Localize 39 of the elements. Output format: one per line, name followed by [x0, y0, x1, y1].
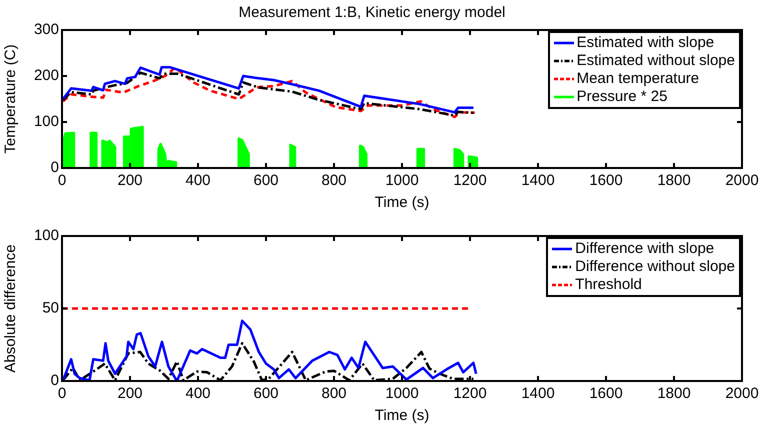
legend-label: Mean temperature	[576, 70, 700, 88]
legend-label: Threshold	[575, 276, 642, 294]
legend-label: Pressure * 25	[576, 88, 668, 106]
x-tick-label: 1800	[657, 385, 691, 402]
legend-label: Difference without slope	[575, 258, 735, 276]
y-tick-label: 0	[50, 372, 59, 390]
y-axis-title: Temperature (C)	[2, 44, 20, 154]
x-tick-label: 600	[253, 172, 279, 190]
legend-label: Estimated with slope	[576, 34, 714, 52]
x-tick-label: 1200	[453, 385, 487, 402]
y-tick-label: 200	[34, 67, 59, 84]
y-tick-label: 50	[42, 300, 59, 317]
x-tick-label: 400	[185, 172, 211, 190]
x-tick-label: 1600	[589, 385, 623, 402]
chart-title: Measurement 1:B, Kinetic energy model	[238, 4, 506, 22]
x-tick-label: 600	[253, 385, 279, 402]
x-tick-label: 1400	[521, 172, 555, 190]
x-tick-label: 1800	[657, 172, 691, 190]
x-tick-label: 400	[185, 385, 211, 402]
y-axis-title: Absolute difference	[2, 244, 20, 373]
x-tick-label: 2000	[725, 385, 759, 402]
x-tick-label: 1000	[385, 172, 419, 190]
x-tick-label: 1600	[589, 172, 623, 190]
x-tick-label: 1200	[453, 172, 487, 190]
x-axis-title: Time (s)	[374, 407, 430, 424]
legend-label: Estimated without slope	[576, 52, 735, 70]
x-tick-label: 1000	[385, 385, 419, 402]
y-tick-label: 100	[34, 227, 59, 244]
x-tick-label: 2000	[725, 172, 759, 190]
y-tick-label: 300	[34, 21, 59, 38]
x-tick-label: 200	[117, 385, 143, 402]
y-tick-label: 100	[34, 113, 59, 130]
x-axis-title: Time (s)	[374, 194, 430, 212]
x-tick-label: 1400	[521, 385, 555, 402]
x-tick-label: 800	[321, 172, 347, 190]
legend-label: Difference with slope	[575, 240, 714, 258]
x-tick-label: 800	[321, 385, 347, 402]
y-tick-label: 0	[50, 159, 59, 176]
x-tick-label: 200	[117, 172, 143, 190]
